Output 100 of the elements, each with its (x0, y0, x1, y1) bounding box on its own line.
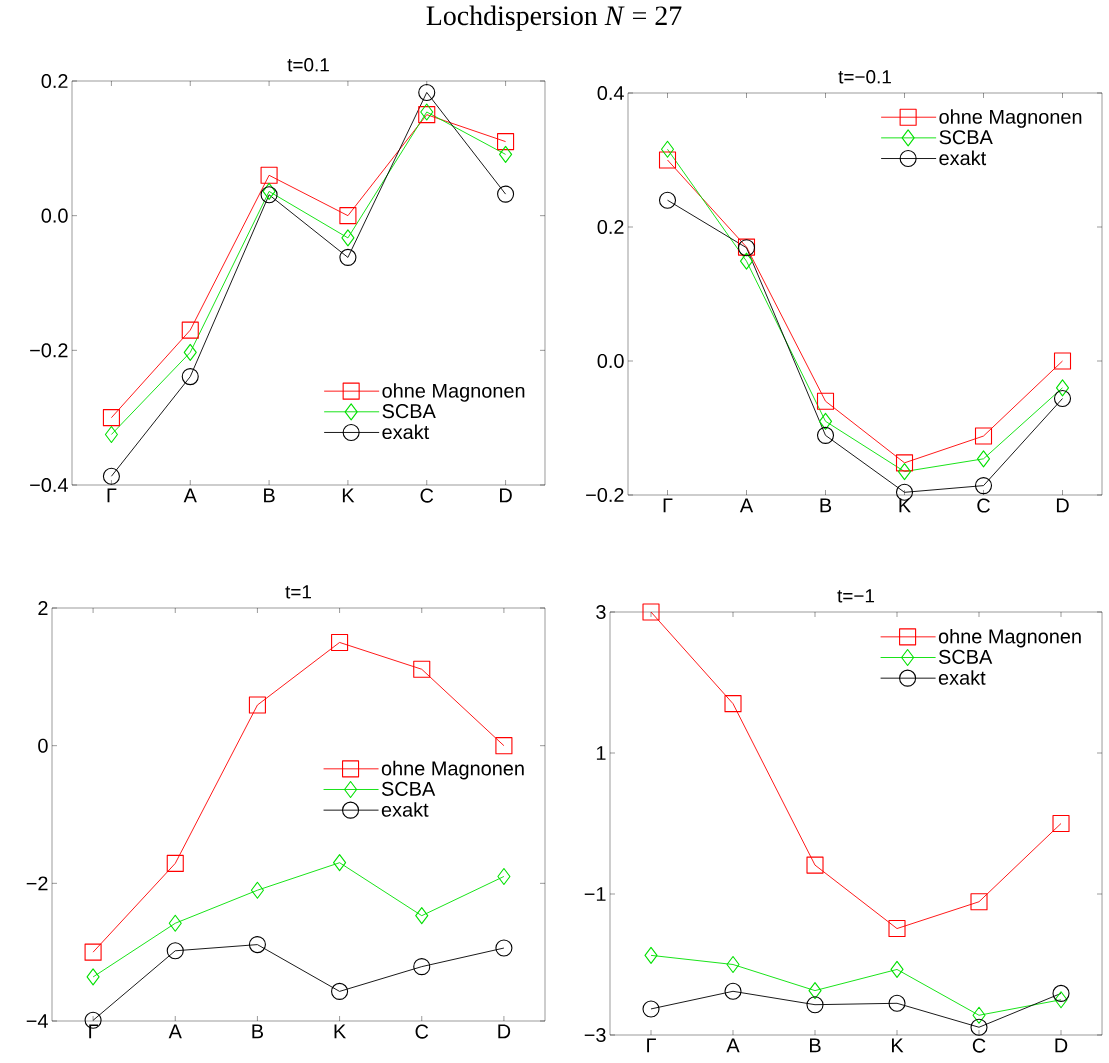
chart-title: t=−1 (837, 589, 875, 603)
y-tick-label: −0.4 (30, 477, 68, 493)
point (181, 321, 199, 339)
point (888, 920, 906, 938)
x-tick-label: Γ (647, 1038, 656, 1053)
y-tick-label: −2 (26, 876, 48, 891)
point (418, 83, 436, 101)
point (104, 425, 118, 444)
x-tick-label: C (972, 1038, 986, 1053)
point (897, 463, 912, 481)
point (1053, 352, 1072, 370)
point (341, 229, 355, 247)
y-tick-label: 1 (596, 746, 606, 760)
point (166, 854, 184, 872)
y-tick-label: 2 (38, 601, 48, 615)
point (1055, 379, 1070, 397)
point (1053, 389, 1072, 408)
x-tick-label: D (500, 488, 512, 503)
y-tick-label: 0.2 (41, 73, 68, 89)
chart-title: t=0.1 (287, 58, 329, 72)
point (260, 186, 278, 204)
point (497, 867, 511, 886)
point (1052, 984, 1070, 1002)
y-tick-label: −3 (584, 1027, 606, 1043)
point (888, 994, 906, 1012)
point (974, 427, 993, 445)
point (726, 955, 740, 974)
y-tick-label: −0.2 (586, 487, 624, 503)
x-tick-label: K (899, 498, 911, 513)
legend-label: ohne Magnonen (381, 760, 524, 780)
point (181, 368, 199, 386)
x-tick-label: B (264, 488, 275, 503)
text: Lochdispersion N = 27 (426, 5, 682, 31)
x-tick-label: B (252, 1024, 264, 1039)
x-tick-label: K (342, 488, 355, 503)
point (495, 939, 513, 957)
y-tick-label: 0.2 (597, 219, 624, 235)
point (84, 943, 102, 961)
legend-label: SCBA (381, 781, 436, 796)
y-tick-label: 3 (596, 604, 606, 620)
x-tick-label: A (726, 1038, 740, 1053)
point (413, 660, 431, 678)
point (642, 603, 660, 621)
x-tick-label: C (977, 498, 990, 513)
x-tick-label: Γ (107, 488, 117, 503)
point (331, 982, 349, 1000)
point (660, 140, 675, 158)
x-tick-label: A (739, 498, 754, 513)
point (816, 426, 835, 444)
point (970, 893, 988, 911)
legend-label: SCBA (938, 649, 993, 664)
point (248, 696, 266, 714)
point (415, 907, 429, 925)
point (413, 958, 431, 976)
point (248, 936, 266, 954)
x-tick-label: B (820, 498, 832, 513)
point (642, 1000, 660, 1018)
point (808, 982, 822, 1000)
point (724, 982, 742, 1000)
point (102, 467, 120, 485)
point (806, 996, 824, 1014)
point (168, 914, 182, 932)
point (972, 1006, 986, 1024)
y-tick-label: 0.0 (41, 208, 68, 223)
x-tick-label: D (1055, 1038, 1068, 1053)
point (976, 450, 991, 468)
point (1052, 814, 1070, 833)
point (497, 185, 515, 203)
y-tick-label: −0.2 (30, 343, 68, 358)
point (970, 1018, 988, 1036)
point (890, 960, 904, 978)
chart-title: t=−0.1 (838, 70, 891, 84)
legend-label: ohne Magnonen (382, 383, 525, 402)
point (658, 191, 677, 209)
point (250, 881, 264, 899)
point (262, 182, 276, 200)
point (658, 151, 677, 169)
point (1054, 991, 1068, 1009)
x-tick-label: K (334, 1024, 346, 1039)
x-tick-label: A (168, 1024, 182, 1039)
y-tick-label: 0 (38, 738, 48, 753)
point (974, 477, 993, 495)
point (333, 854, 347, 872)
point (806, 856, 824, 874)
legend-label: exakt (938, 670, 986, 685)
point (895, 454, 914, 472)
point (739, 252, 754, 270)
legend-label: ohne Magnonen (939, 109, 1082, 128)
y-tick-label: −4 (26, 1014, 48, 1028)
x-tick-label: Γ (663, 498, 673, 513)
legend-label: exakt (939, 150, 987, 166)
legend-label: exakt (382, 424, 430, 440)
x-tick-label: D (1056, 498, 1069, 513)
x-tick-label: B (810, 1038, 821, 1053)
point (339, 248, 357, 266)
x-tick-label: D (498, 1024, 511, 1039)
point (818, 412, 833, 430)
point (166, 942, 184, 960)
point (816, 392, 835, 410)
point (644, 946, 658, 964)
